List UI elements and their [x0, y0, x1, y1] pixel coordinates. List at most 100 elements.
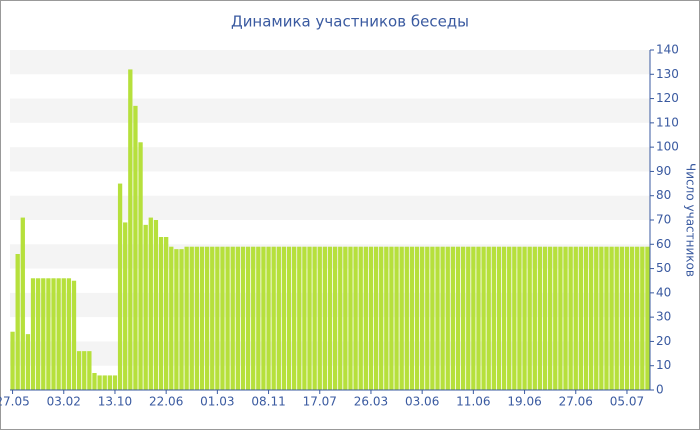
- y-tick-label: 30: [656, 310, 671, 324]
- bar: [76, 351, 82, 390]
- y-tick-label: 0: [656, 383, 664, 397]
- bar: [645, 246, 650, 390]
- y-tick-label: 140: [656, 43, 679, 57]
- bar: [87, 351, 92, 390]
- y-tick-label: 110: [656, 115, 679, 129]
- x-tick-label: 27.06: [559, 395, 593, 409]
- bar: [460, 246, 466, 390]
- bar: [281, 246, 287, 390]
- y-tick-label: 20: [656, 334, 671, 348]
- bar: [358, 246, 363, 390]
- bar: [143, 224, 148, 390]
- bar: [92, 373, 97, 390]
- bar: [20, 217, 25, 390]
- bar: [635, 246, 640, 390]
- bar: [624, 246, 630, 390]
- bar: [112, 375, 118, 390]
- bar: [97, 375, 102, 390]
- bar: [266, 246, 271, 390]
- bar: [404, 246, 409, 390]
- bar: [491, 246, 496, 390]
- bar: [133, 105, 138, 390]
- bar: [261, 246, 266, 390]
- y-tick-label: 70: [656, 213, 671, 227]
- bar: [389, 246, 394, 390]
- y-tick-label: 80: [656, 188, 671, 202]
- y-tick-label: 90: [656, 164, 671, 178]
- bar: [332, 246, 338, 390]
- bar: [450, 246, 456, 390]
- bar: [409, 246, 415, 390]
- y-tick-label: 100: [656, 140, 679, 154]
- bar: [373, 246, 379, 390]
- bar: [199, 246, 205, 390]
- bar: [153, 220, 159, 390]
- y-tick-label: 60: [656, 237, 671, 251]
- bar: [532, 246, 537, 390]
- bar: [179, 249, 184, 390]
- bar: [363, 246, 368, 390]
- bar: [430, 246, 435, 390]
- bar: [189, 246, 194, 390]
- bar: [619, 246, 624, 390]
- y-tick-label: 50: [656, 261, 671, 275]
- bar: [25, 334, 31, 390]
- bar: [158, 237, 164, 390]
- bar: [507, 246, 512, 390]
- bar: [640, 246, 645, 390]
- bar: [568, 246, 573, 390]
- bar: [240, 246, 246, 390]
- bar: [41, 278, 46, 390]
- bar: [36, 278, 41, 390]
- y-tick-label: 120: [656, 91, 679, 105]
- bar: [583, 246, 589, 390]
- grid-band: [10, 50, 650, 75]
- bar: [297, 246, 302, 390]
- bar: [384, 246, 389, 390]
- bar: [553, 246, 558, 390]
- bar: [204, 246, 210, 390]
- bar: [148, 217, 153, 390]
- bar: [102, 375, 107, 390]
- bar: [66, 278, 72, 390]
- x-tick-label: 27.05: [0, 395, 30, 409]
- bar: [220, 246, 225, 390]
- y-axis-label: Число участников: [684, 163, 698, 277]
- bar: [302, 246, 307, 390]
- bar: [327, 246, 333, 390]
- x-tick-label: 11.06: [456, 395, 490, 409]
- bar: [476, 246, 481, 390]
- bar: [317, 246, 322, 390]
- bar: [368, 246, 374, 390]
- bar: [614, 246, 619, 390]
- bar: [517, 246, 522, 390]
- bar: [440, 246, 445, 390]
- bar: [71, 280, 77, 390]
- bar: [215, 246, 220, 390]
- bar: [399, 246, 404, 390]
- bar: [599, 246, 604, 390]
- bar: [322, 246, 328, 390]
- chart-title: Динамика участников беседы: [231, 13, 469, 31]
- bar: [107, 375, 112, 390]
- bar: [56, 278, 61, 390]
- bar: [117, 183, 123, 390]
- x-tick-label: 22.06: [149, 395, 183, 409]
- bar: [501, 246, 507, 390]
- bar: [245, 246, 251, 390]
- x-tick-label: 08.11: [251, 395, 285, 409]
- bar: [573, 246, 578, 390]
- x-tick-label: 05.07: [610, 395, 644, 409]
- bar: [312, 246, 317, 390]
- bar: [10, 331, 15, 390]
- bar: [394, 246, 399, 390]
- bar: [256, 246, 261, 390]
- bar: [184, 246, 189, 390]
- x-tick-label: 03.06: [405, 395, 439, 409]
- bar: [82, 351, 87, 390]
- bar: [194, 246, 200, 390]
- bar: [128, 69, 133, 390]
- grid-band: [10, 147, 650, 172]
- y-tick-label: 40: [656, 285, 671, 299]
